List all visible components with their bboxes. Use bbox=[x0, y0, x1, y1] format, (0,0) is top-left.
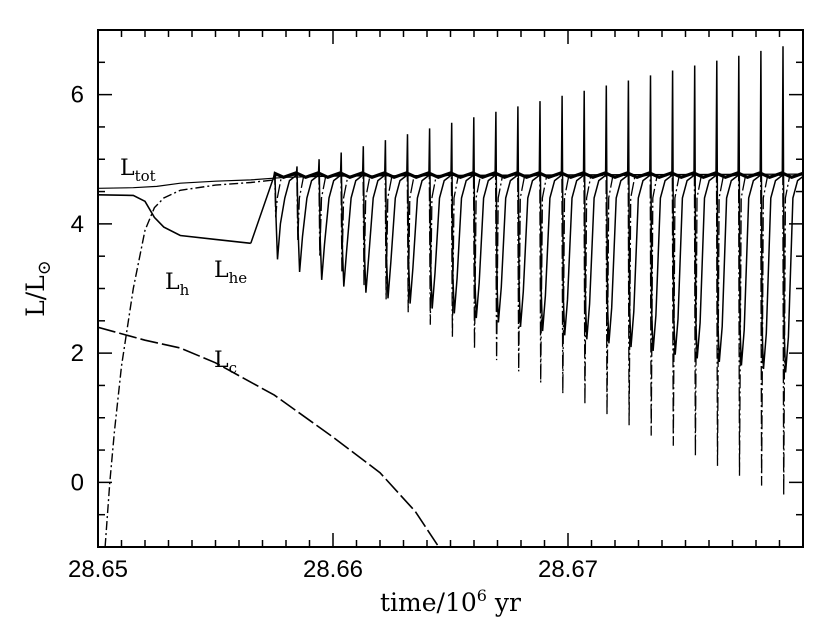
curve-label-ltot: Ltot bbox=[120, 156, 156, 185]
x-tick-label: 28.65 bbox=[68, 556, 128, 583]
x-tick-label: 28.67 bbox=[538, 556, 598, 583]
y-axis-label-sub: ⊙ bbox=[34, 260, 55, 275]
series-layer bbox=[98, 46, 803, 547]
series-lc bbox=[98, 326, 440, 547]
curve-label-lhe: Lhe bbox=[214, 258, 247, 287]
x-axis-label-main: time/10 bbox=[380, 588, 477, 617]
x-tick-label: 28.66 bbox=[303, 556, 363, 583]
y-tick-label: 4 bbox=[71, 211, 84, 238]
tick-layer bbox=[97, 29, 804, 548]
y-axis-label-main: L/L bbox=[21, 275, 50, 317]
y-tick-label: 0 bbox=[71, 469, 84, 496]
curve-label-lh: Lh bbox=[165, 270, 190, 299]
x-axis-label-sup: 6 bbox=[477, 586, 487, 605]
y-tick-label: 2 bbox=[71, 340, 84, 367]
curve-label-ltot-sub: tot bbox=[135, 167, 156, 185]
series-lhe-pulses bbox=[250, 46, 803, 373]
y-tick-label: 6 bbox=[71, 82, 84, 109]
curve-label-lh-sub: h bbox=[180, 281, 190, 299]
curve-label-lh-main: L bbox=[165, 270, 180, 295]
x-axis-label: time/106 yr bbox=[380, 586, 521, 617]
curve-label-lhe-main: L bbox=[214, 258, 229, 283]
series-lhe bbox=[98, 194, 251, 245]
curve-label-lhe-sub: he bbox=[229, 269, 248, 287]
tick-labels: 28.65 28.66 28.67 0 2 4 6 bbox=[68, 82, 598, 583]
curve-label-lc-main: L bbox=[214, 348, 229, 373]
curve-label-ltot-main: L bbox=[120, 156, 135, 181]
series-lh-pulses bbox=[273, 174, 803, 496]
series-lh bbox=[104, 179, 275, 547]
curve-label-lc: Lc bbox=[214, 348, 237, 377]
y-axis-label: L/L⊙ bbox=[21, 260, 55, 317]
curve-label-lc-sub: c bbox=[229, 359, 237, 377]
series-ltot-plateau bbox=[272, 170, 803, 180]
x-axis-label-unit: yr bbox=[487, 588, 521, 617]
plot-frame bbox=[97, 29, 804, 548]
